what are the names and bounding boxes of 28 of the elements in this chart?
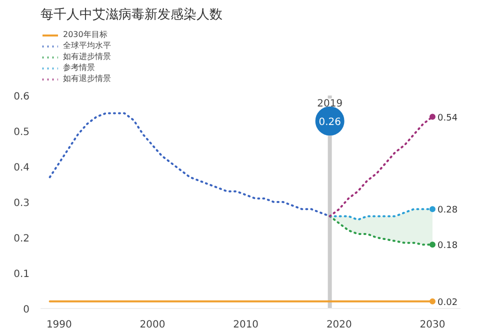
legend-label: 参考情景: [63, 62, 95, 73]
y-tick-label: 0.3: [14, 198, 30, 209]
point: [430, 206, 436, 212]
y-tick-label: 0.1: [14, 269, 30, 280]
y-tick-label: 0.2: [14, 234, 30, 244]
point: [430, 298, 436, 304]
data-label: 0.28: [438, 206, 458, 216]
chart-title: 每千人中艾滋病毒新发感染人数: [40, 8, 222, 22]
y-tick-label: 0.4: [14, 162, 30, 174]
y-tick-label: 0: [23, 304, 30, 316]
annotation: 0.26: [318, 117, 341, 128]
x-tick-label: 2030: [420, 320, 446, 330]
legend-label: 如有退步情景: [63, 73, 111, 84]
point: [430, 242, 436, 248]
y-tick-label: 0.6: [14, 92, 30, 102]
legend-label: 如有进步情景: [63, 51, 111, 62]
data-label: 0.18: [438, 241, 458, 252]
data-label: 0.02: [438, 298, 458, 308]
x-tick-label: 2000: [140, 320, 166, 330]
point: [430, 114, 436, 120]
x-tick-label: 2010: [233, 320, 259, 330]
x-tick-label: 1990: [46, 320, 72, 330]
y-tick-label: 0.5: [14, 127, 30, 138]
legend-label: 全球平均水平: [63, 40, 111, 51]
legend-label: 2030年目标: [63, 29, 108, 40]
ref-line-label: 2019: [317, 98, 343, 110]
x-tick-label: 2020: [326, 320, 352, 330]
data-label: 0.54: [438, 113, 458, 124]
